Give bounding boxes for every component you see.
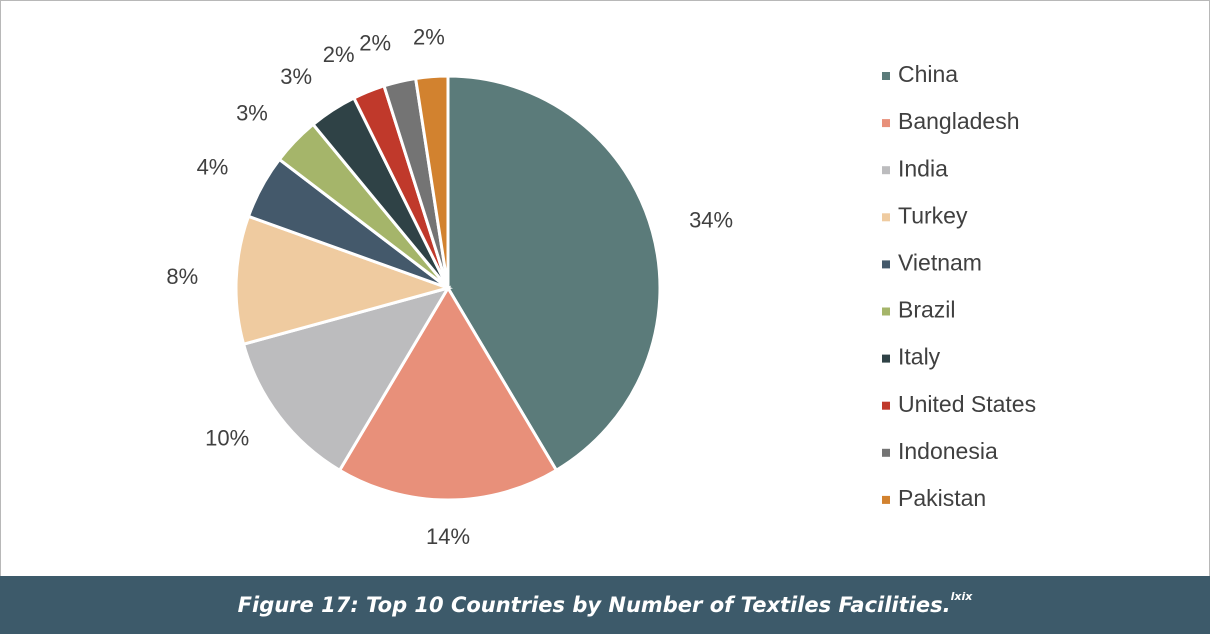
- caption-text: Figure 17: Top 10 Countries by Number of…: [238, 593, 951, 617]
- data-label: 2%: [359, 30, 391, 55]
- data-label: 3%: [280, 64, 312, 89]
- legend-label: Italy: [898, 344, 941, 370]
- legend-label: Turkey: [898, 202, 968, 228]
- data-label: 2%: [413, 25, 445, 50]
- legend-label: Brazil: [898, 297, 956, 323]
- pie-slice: [241, 285, 452, 473]
- legend-label: Pakistan: [898, 485, 986, 511]
- legend-marker: [882, 166, 890, 175]
- caption-bar: [0, 576, 1210, 634]
- legend-marker: [882, 72, 890, 80]
- legend-label: Bangladesh: [898, 108, 1020, 134]
- data-label: 14%: [426, 524, 470, 549]
- legend-label: China: [898, 61, 958, 87]
- legend-marker: [882, 307, 890, 316]
- legend-marker: [882, 354, 890, 363]
- legend-marker: [882, 401, 890, 410]
- pie-slice: [446, 74, 662, 473]
- data-label: 2%: [323, 42, 355, 67]
- legend-label: Vietnam: [898, 249, 982, 275]
- data-label: 8%: [166, 264, 198, 289]
- legend-label: Indonesia: [898, 438, 998, 464]
- legend-label: India: [898, 155, 948, 181]
- caption-note: lxix: [951, 590, 974, 603]
- legend-label: United States: [898, 391, 1036, 417]
- legend-marker: [882, 448, 890, 457]
- pie-slice: [337, 285, 559, 502]
- pie-slice: [234, 214, 453, 347]
- legend-marker: [882, 213, 890, 222]
- legend-marker: [882, 119, 890, 128]
- data-label: 3%: [236, 100, 268, 125]
- legend-marker: [882, 495, 890, 504]
- data-label: 10%: [205, 425, 249, 450]
- data-label: 4%: [197, 154, 229, 179]
- legend-marker: [882, 260, 890, 269]
- pie-slice: [413, 74, 450, 289]
- data-label: 34%: [689, 208, 733, 233]
- caption: Figure 17: Top 10 Countries by Number of…: [238, 590, 974, 617]
